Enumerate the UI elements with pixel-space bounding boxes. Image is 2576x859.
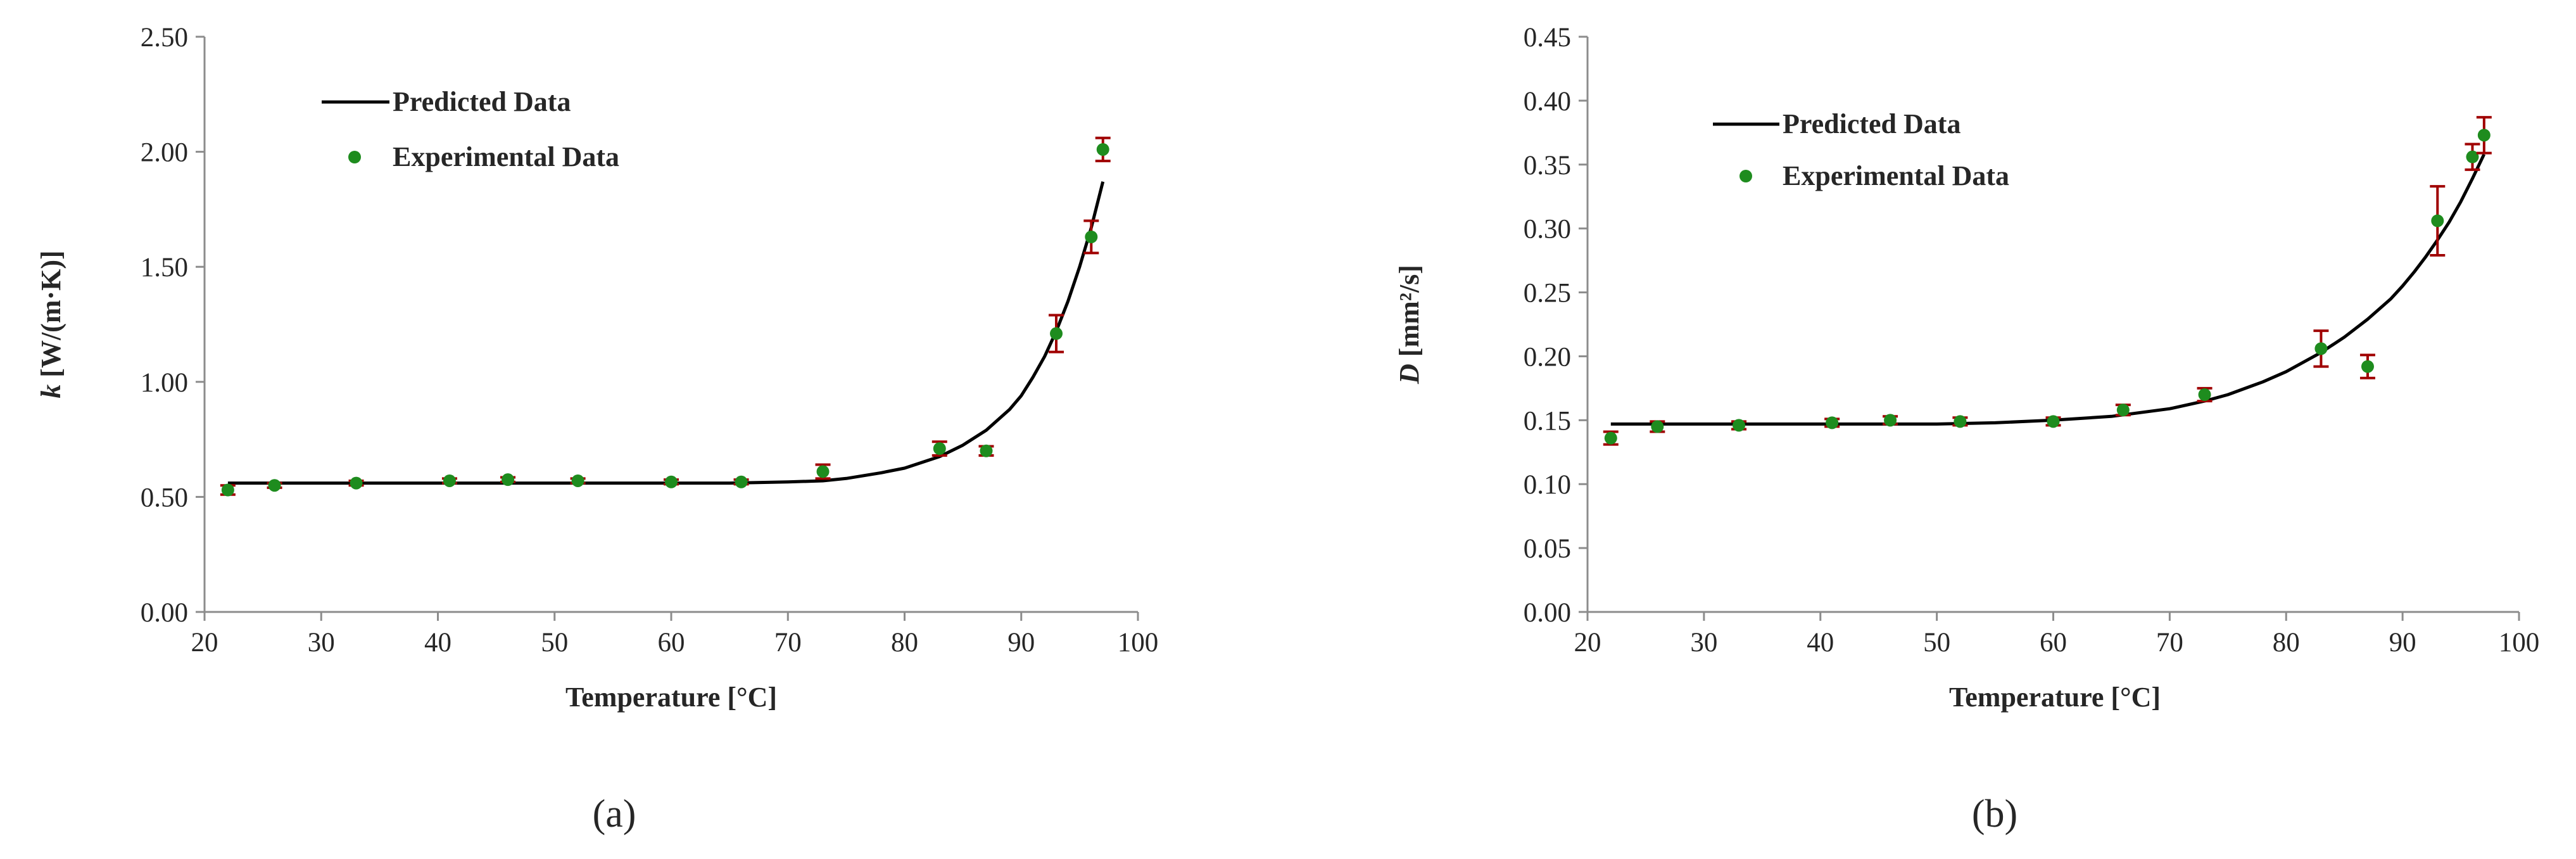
y-tick-label: 0.00 <box>141 598 188 628</box>
x-tick-label: 50 <box>541 628 568 658</box>
experimental-data-point <box>2477 129 2491 142</box>
experimental-data-point <box>980 444 993 457</box>
y-axis-title: D [mm²/s] <box>1394 265 1425 385</box>
y-tick-label: 0.50 <box>141 483 188 512</box>
x-tick-label: 90 <box>1007 628 1035 658</box>
experimental-data-point <box>1604 431 1617 445</box>
experimental-data-point <box>665 475 678 488</box>
legend-label-predicted: Predicted Data <box>1783 108 1960 139</box>
experimental-data-point <box>350 476 363 490</box>
x-tick-label: 100 <box>1118 628 1159 658</box>
legend-label-predicted: Predicted Data <box>393 86 571 117</box>
legend-marker-swatch <box>1739 170 1752 182</box>
y-tick-label: 0.45 <box>1524 23 1571 53</box>
experimental-data-point <box>2116 404 2130 417</box>
predicted-data-line <box>1610 153 2486 426</box>
x-axis-title: Temperature [°C] <box>565 682 777 713</box>
chart-panel-a: 0.00 0.50 1.00 1.50 2.00 2.50 20 30 40 50 60 70 80 90… <box>35 23 1158 836</box>
y-axis-title: k [W/(m·K)] <box>35 250 66 398</box>
y-axis-variable: k <box>35 385 66 398</box>
experimental-data-point <box>1884 414 1897 427</box>
experimental-data-point <box>735 475 748 488</box>
y-tick-label: 0.10 <box>1524 470 1571 500</box>
y-tick-label: 0.05 <box>1524 534 1571 564</box>
x-tick-label: 70 <box>774 628 802 658</box>
experimental-data-point <box>1733 419 1746 432</box>
legend-label-experimental: Experimental Data <box>1783 160 2009 191</box>
x-tick-label: 100 <box>2499 628 2540 658</box>
experimental-data-point <box>2047 415 2060 428</box>
experimental-data-point <box>1050 327 1063 340</box>
y-tick-label: 0.35 <box>1524 151 1571 181</box>
y-tick-label: 0.30 <box>1524 215 1571 245</box>
experimental-data-point <box>1651 420 1664 433</box>
predicted-data-line <box>227 181 1105 485</box>
y-axis-unit: [mm²/s] <box>1394 265 1425 364</box>
panel-label: (a) <box>593 792 636 836</box>
experimental-data-point <box>1826 416 1839 430</box>
experimental-data-point <box>2198 388 2211 401</box>
experimental-data-point <box>221 483 234 497</box>
x-tick-label: 80 <box>2273 628 2300 658</box>
x-axis-title: Temperature [°C] <box>1949 682 2161 713</box>
x-tick-label: 20 <box>1574 628 1601 658</box>
legend-marker-swatch <box>348 151 361 163</box>
experimental-data-point <box>1085 230 1098 243</box>
chart-panel-b: 0.00 0.05 0.10 0.15 0.20 0.25 0.30 0.35 0.40 0.45… <box>1394 23 2539 836</box>
y-tick-label: 0.15 <box>1524 406 1571 436</box>
y-tick-label: 1.00 <box>141 368 188 398</box>
y-tick-label: 1.50 <box>141 253 188 283</box>
experimental-data-point <box>1096 143 1109 156</box>
experimental-data-point <box>933 442 946 455</box>
panel-label: (b) <box>1972 792 2017 836</box>
experimental-data-point <box>2466 150 2479 163</box>
y-tick-label: 0.25 <box>1524 279 1571 309</box>
x-tick-label: 90 <box>2389 628 2416 658</box>
x-tick-label: 60 <box>2040 628 2067 658</box>
y-tick-label: 0.40 <box>1524 87 1571 117</box>
y-axis-unit: [W/(m·K)] <box>35 250 66 384</box>
experimental-data-point <box>2314 342 2328 355</box>
x-tick-label: 80 <box>891 628 918 658</box>
y-tick-label: 0.20 <box>1524 342 1571 372</box>
experimental-data-point <box>2361 360 2374 373</box>
x-tick-label: 20 <box>191 628 218 658</box>
x-tick-label: 40 <box>424 628 451 658</box>
y-tick-label: 2.00 <box>141 138 188 168</box>
x-tick-label: 50 <box>1923 628 1950 658</box>
legend-label-experimental: Experimental Data <box>393 141 619 172</box>
experimental-data-point <box>502 473 515 487</box>
experimental-data-point <box>443 474 456 487</box>
y-tick-label: 0.00 <box>1524 598 1571 628</box>
experimental-data-point <box>2431 214 2444 227</box>
x-tick-label: 30 <box>1690 628 1717 658</box>
x-tick-label: 70 <box>2156 628 2183 658</box>
experimental-data-point <box>268 479 281 492</box>
y-axis-variable: D <box>1394 364 1425 385</box>
experimental-data-point <box>571 474 584 487</box>
x-tick-label: 60 <box>658 628 685 658</box>
experimental-data-point <box>1954 415 1967 428</box>
x-tick-label: 40 <box>1807 628 1834 658</box>
experimental-data-point <box>816 465 830 478</box>
x-tick-label: 30 <box>308 628 335 658</box>
y-tick-label: 2.50 <box>141 23 188 53</box>
